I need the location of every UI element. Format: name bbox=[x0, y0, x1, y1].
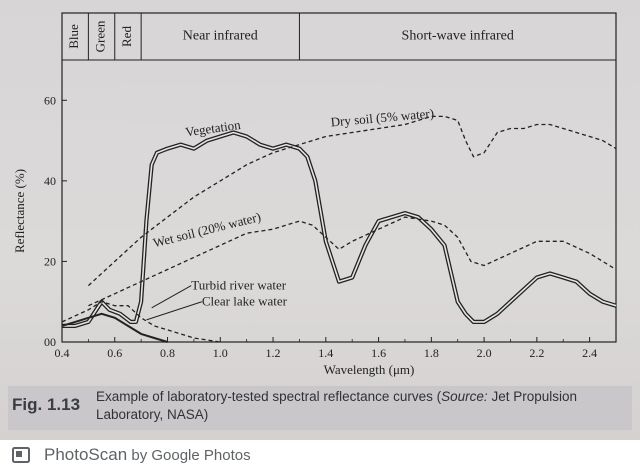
turbid-river-water-label: Turbid river water bbox=[191, 278, 287, 293]
turbid-water-leader bbox=[151, 285, 192, 309]
y-tick-label: 00 bbox=[44, 335, 56, 349]
plot-frame bbox=[61, 12, 617, 343]
wet-soil-20-water-label: Wet soil (20% water) bbox=[151, 209, 262, 250]
x-tick-label: 2.0 bbox=[477, 346, 492, 360]
x-tick-label: 0.4 bbox=[55, 346, 70, 360]
clear-lake-water-label: Clear lake water bbox=[202, 294, 288, 309]
clear-water-leader bbox=[146, 301, 202, 321]
y-tick-label: 20 bbox=[44, 254, 56, 268]
caption-source-text: Jet Propulsion Laboratory, NASA) bbox=[96, 389, 577, 422]
x-tick-label: 0.6 bbox=[107, 346, 122, 360]
dry-soil-5-water-line bbox=[87, 115, 617, 287]
turbid-river-water-line bbox=[61, 300, 221, 343]
reflectance-chart: Blue Green Red Near infrared Short-wave infr… bbox=[12, 12, 617, 377]
band-label: Green bbox=[93, 20, 108, 52]
x-axis-label: Wavelength (μm) bbox=[324, 362, 415, 377]
x-tick-label: 1.2 bbox=[266, 346, 281, 360]
clear-lake-water-line bbox=[61, 312, 168, 343]
x-tick-label: 2.4 bbox=[582, 346, 597, 360]
y-axis-label: Reflectance (%) bbox=[12, 169, 27, 253]
photoscan-icon bbox=[12, 447, 30, 463]
figure-caption: Example of laboratory-tested spectral re… bbox=[96, 388, 626, 424]
x-tick-label: 1.8 bbox=[424, 346, 439, 360]
x-tick-label: 0.8 bbox=[160, 346, 175, 360]
x-tick-label: 1.0 bbox=[213, 346, 228, 360]
dry-soil-5-water-label: Dry soil (5% water) bbox=[330, 105, 435, 129]
y-tick-label: 60 bbox=[44, 93, 56, 107]
band-label: Near infrared bbox=[183, 29, 258, 44]
vegetation-label: Vegetation bbox=[184, 117, 242, 140]
wet-soil-20-water-line bbox=[88, 216, 617, 307]
footer-by-text: by Google Photos bbox=[127, 447, 251, 464]
band-label: Short-wave infrared bbox=[402, 29, 514, 44]
footer-app-name: PhotoScan bbox=[44, 445, 128, 464]
vegetation-line-inner bbox=[62, 131, 617, 327]
x-tick-label: 1.4 bbox=[318, 346, 333, 360]
caption-bar bbox=[8, 386, 632, 430]
caption-source-label: Source: bbox=[441, 389, 488, 404]
band-label: Blue bbox=[66, 24, 81, 49]
photoscan-footer bbox=[0, 440, 640, 470]
caption-main-text: Example of laboratory-tested spectral re… bbox=[96, 389, 442, 404]
footer-attribution: PhotoScan by Google Photos bbox=[44, 445, 251, 465]
band-label: Red bbox=[119, 26, 134, 47]
figure-number: Fig. 1.13 bbox=[12, 395, 81, 414]
x-tick-label: 1.6 bbox=[371, 346, 386, 360]
y-tick-label: 40 bbox=[44, 174, 56, 188]
x-tick-label: 2.2 bbox=[529, 346, 544, 360]
